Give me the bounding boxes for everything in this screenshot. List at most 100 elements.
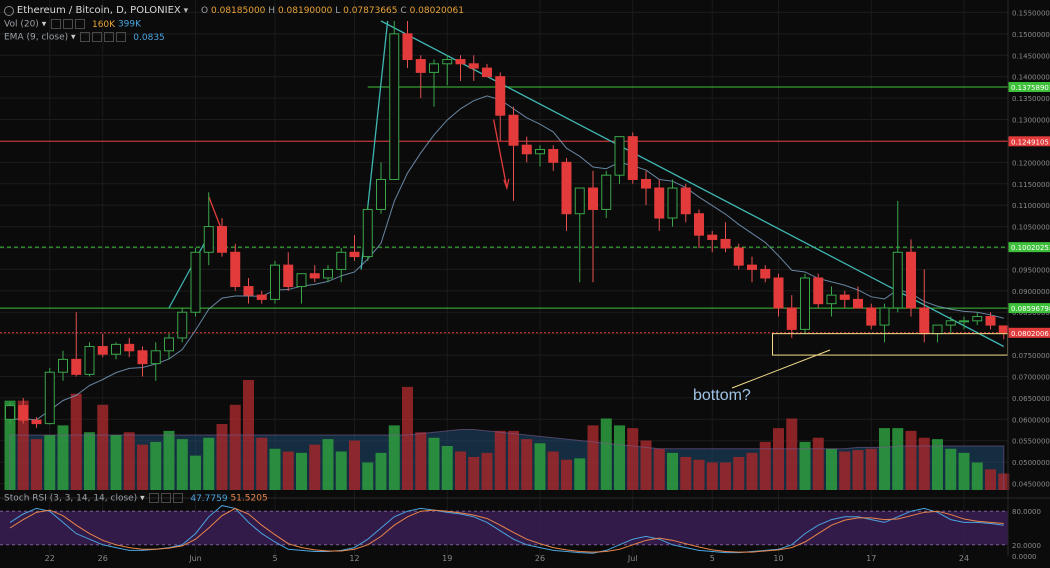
ema-legend: EMA (9, close) ▾ 0.0835	[4, 32, 165, 43]
symbol-title[interactable]: Ethereum / Bitcoin, D, POLONIEX	[16, 5, 181, 16]
rising-trendline	[168, 234, 210, 309]
volume-bar	[839, 451, 851, 490]
settings-icon[interactable]	[92, 32, 103, 42]
candle-body	[44, 371, 55, 425]
candle-body	[760, 268, 771, 279]
candle-body	[627, 136, 638, 180]
close-icon[interactable]	[104, 32, 115, 42]
annotation-pointer-line	[731, 349, 831, 389]
volume-bar	[508, 430, 519, 490]
candle-body	[694, 213, 704, 236]
volume-bar	[468, 457, 480, 490]
chevron-down-icon[interactable]: ▾	[71, 32, 76, 43]
candle-body	[442, 59, 453, 65]
symbol-circle-icon[interactable]	[4, 5, 14, 16]
x-tick-label: Jun	[188, 554, 202, 563]
close-icon[interactable]	[173, 493, 184, 503]
annotation-bottom-label[interactable]: bottom?	[693, 387, 751, 404]
volume-bar	[547, 451, 559, 490]
candle-body	[349, 251, 360, 258]
chevron-down-icon[interactable]: ▾	[183, 6, 189, 16]
chevron-down-icon[interactable]: ▾	[140, 493, 145, 504]
candle-body	[813, 277, 824, 305]
ohlc-low: 0.07873665	[343, 6, 398, 16]
candle-body	[389, 33, 400, 180]
candle-body	[164, 337, 174, 352]
volume-bar	[282, 451, 294, 490]
close-icon[interactable]	[75, 19, 86, 29]
x-tick-label: 24	[959, 554, 969, 563]
candle-body	[919, 307, 930, 335]
candle-body	[270, 264, 280, 300]
candle-body	[111, 343, 121, 355]
stoch-y-tick-label: 20.0000	[1012, 542, 1041, 550]
candle-body	[124, 343, 135, 352]
level-price-tag	[1008, 81, 1050, 92]
visibility-icon[interactable]	[80, 32, 91, 42]
volume-bar	[600, 418, 612, 490]
volume-bar	[932, 439, 943, 490]
x-tick-label: 26	[98, 554, 108, 563]
ema-indicator-label[interactable]: EMA (9, close)	[4, 32, 69, 43]
volume-bar	[481, 452, 493, 490]
candle-body	[468, 63, 479, 69]
visibility-icon[interactable]	[149, 493, 160, 503]
volume-bar	[441, 446, 453, 490]
candle-body	[177, 311, 188, 339]
stoch-rsi-band	[0, 511, 1008, 545]
stoch-rsi-label[interactable]: Stoch RSI (3, 3, 14, 14, close)	[4, 493, 138, 504]
volume-bar	[190, 455, 201, 490]
volume-bar	[203, 437, 215, 490]
stoch-y-tick-label: 0.0000	[1012, 553, 1037, 561]
volume-bar	[17, 400, 29, 490]
volume-bar	[521, 439, 533, 490]
settings-icon[interactable]	[161, 493, 172, 503]
candle-body	[137, 350, 148, 365]
candle-body	[429, 63, 439, 73]
chevron-down-icon[interactable]: ▾	[41, 19, 47, 30]
volume-bar	[958, 452, 970, 490]
volume-bar	[918, 437, 930, 490]
volume-bar	[256, 437, 268, 490]
candle-body	[561, 161, 572, 215]
candle-body	[892, 251, 903, 309]
candle-body	[535, 148, 545, 155]
volume-bar	[653, 448, 665, 490]
visibility-icon[interactable]	[51, 19, 62, 29]
stoch-y-tick-label: 80.0000	[1012, 508, 1041, 516]
level-price-label: 0.08020061	[1011, 330, 1050, 338]
x-tick-label: Jul	[627, 554, 638, 563]
volume-indicator-label[interactable]: Vol (20)	[4, 19, 39, 30]
volume-legend: Vol (20) ▾ 160K 399K	[4, 19, 141, 30]
volume-bar	[428, 437, 440, 490]
arrow-head-icon	[503, 178, 510, 191]
volume-bar	[216, 424, 228, 490]
candle-body	[654, 187, 665, 219]
ohlc-open-key: O	[201, 6, 209, 16]
candle-body	[601, 174, 612, 210]
x-tick-label: 10	[773, 554, 783, 563]
settings-icon[interactable]	[63, 19, 74, 29]
volume-bar	[786, 418, 798, 490]
volume-bar	[773, 428, 784, 490]
candle-body	[959, 320, 969, 323]
level-price-label: 0.08596798	[1011, 305, 1050, 313]
candle-body	[336, 251, 347, 270]
volume-bar	[163, 430, 175, 490]
more-icon[interactable]	[116, 32, 127, 42]
candle-body	[415, 59, 426, 73]
volume-bar	[865, 448, 877, 490]
candle-body	[733, 247, 744, 266]
candle-body	[309, 273, 320, 279]
